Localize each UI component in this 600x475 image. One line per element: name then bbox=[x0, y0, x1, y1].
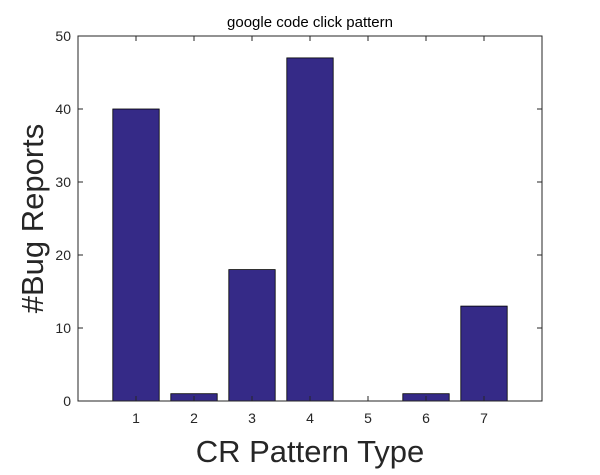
y-tick-label-10: 10 bbox=[55, 320, 71, 336]
x-tick-label-1: 1 bbox=[132, 410, 140, 426]
y-tick-label-30: 30 bbox=[55, 174, 71, 190]
bar-4 bbox=[286, 57, 334, 402]
y-tick-label-40: 40 bbox=[55, 101, 71, 117]
bar-7 bbox=[460, 305, 508, 402]
x-tick-label-4: 4 bbox=[306, 410, 314, 426]
y-tick-label-50: 50 bbox=[55, 28, 71, 44]
x-axis-label: CR Pattern Type bbox=[196, 434, 425, 469]
y-tick-label-20: 20 bbox=[55, 247, 71, 263]
y-axis-label: #Bug Reports bbox=[15, 124, 50, 314]
bars-group bbox=[112, 57, 508, 402]
x-tick-label-7: 7 bbox=[480, 410, 488, 426]
x-tick-label-6: 6 bbox=[422, 410, 430, 426]
ticks-group: 1 2 3 4 5 6 7 0 10 20 30 40 50 bbox=[55, 28, 542, 426]
y-tick-label-0: 0 bbox=[63, 393, 71, 409]
chart-title: google code click pattern bbox=[227, 14, 393, 31]
bar-3 bbox=[228, 269, 276, 402]
x-tick-label-5: 5 bbox=[364, 410, 372, 426]
x-tick-label-3: 3 bbox=[248, 410, 256, 426]
bar-1 bbox=[112, 108, 160, 402]
x-tick-label-2: 2 bbox=[190, 410, 198, 426]
